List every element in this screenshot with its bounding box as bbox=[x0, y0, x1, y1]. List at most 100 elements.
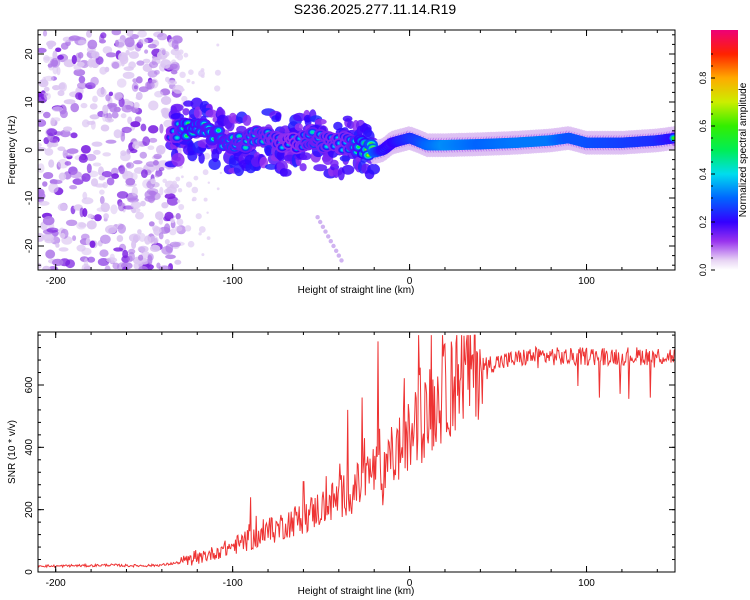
noise-blob bbox=[125, 128, 130, 133]
noise-blob bbox=[323, 229, 328, 234]
noise-blob bbox=[38, 119, 47, 127]
snr-panel: -200 -100 0 100 0 200 400 600 Height of straigh… bbox=[7, 331, 676, 597]
noise-blob bbox=[113, 247, 124, 252]
noise-blob bbox=[216, 43, 220, 47]
noise-blob bbox=[126, 30, 134, 37]
noise-blob bbox=[44, 148, 54, 156]
noise-blob bbox=[120, 113, 127, 119]
noise-blob bbox=[71, 54, 77, 65]
noise-blob bbox=[99, 189, 105, 195]
noise-blob bbox=[133, 102, 140, 109]
noise-blob bbox=[214, 69, 221, 76]
noise-blob bbox=[65, 219, 78, 226]
noise-blob bbox=[111, 61, 120, 69]
spectrogram-y-tick-label: -10 bbox=[24, 190, 35, 205]
noise-blob bbox=[94, 214, 102, 222]
noise-blob bbox=[57, 203, 68, 212]
noise-blob bbox=[320, 224, 326, 229]
noise-blob bbox=[100, 234, 111, 244]
noise-blob bbox=[116, 191, 129, 199]
spectrogram-x-tick-label: 0 bbox=[407, 276, 413, 287]
noise-blob bbox=[109, 253, 115, 262]
noise-blob bbox=[66, 148, 79, 154]
noise-blob bbox=[117, 223, 127, 234]
halo-blob bbox=[299, 163, 307, 172]
noise-blob bbox=[90, 178, 99, 187]
noise-blob bbox=[137, 30, 147, 38]
noise-blob bbox=[105, 52, 117, 58]
halo-blob bbox=[330, 159, 339, 168]
noise-blob bbox=[188, 69, 194, 75]
noise-blob bbox=[38, 47, 47, 54]
noise-blob bbox=[38, 147, 46, 152]
noise-blob bbox=[42, 216, 55, 226]
noise-blob bbox=[63, 126, 73, 132]
noise-blob bbox=[57, 146, 66, 151]
noise-blob bbox=[85, 237, 91, 246]
halo-blob bbox=[299, 152, 312, 161]
noise-blob bbox=[132, 141, 140, 149]
noise-blob bbox=[38, 262, 42, 269]
noise-blob bbox=[68, 35, 81, 41]
noise-blob bbox=[140, 123, 147, 132]
noise-blob bbox=[77, 82, 87, 90]
noise-blob bbox=[201, 253, 205, 257]
noise-blob bbox=[111, 111, 119, 119]
ridge-blob bbox=[175, 136, 179, 139]
ridge-blob bbox=[237, 135, 241, 138]
noise-blob bbox=[118, 164, 126, 175]
noise-blob bbox=[43, 111, 51, 119]
noise-blob bbox=[147, 70, 158, 78]
noise-blob bbox=[89, 114, 100, 120]
noise-blob bbox=[52, 117, 61, 122]
noise-blob bbox=[78, 154, 88, 163]
noise-blob bbox=[128, 233, 141, 243]
ridge-blob bbox=[672, 136, 675, 140]
noise-blob bbox=[62, 149, 68, 159]
noise-blob bbox=[164, 223, 171, 234]
noise-blob bbox=[112, 262, 120, 270]
spectrogram-marks bbox=[38, 30, 675, 270]
spectrogram-y-tick-label: 0 bbox=[24, 147, 35, 153]
noise-blob bbox=[102, 46, 113, 55]
colorbar-label: Normalized spectral amplitude bbox=[738, 82, 749, 217]
noise-blob bbox=[76, 61, 85, 67]
noise-blob bbox=[107, 102, 118, 108]
noise-blob bbox=[139, 151, 147, 159]
noise-blob bbox=[182, 88, 185, 92]
noise-blob bbox=[57, 158, 69, 169]
noise-blob bbox=[214, 85, 221, 92]
noise-blob bbox=[110, 204, 118, 215]
noise-blob bbox=[159, 167, 165, 172]
noise-blob bbox=[178, 49, 184, 55]
halo-blob bbox=[294, 123, 303, 131]
colorbar-tick-label: 0.6 bbox=[698, 120, 708, 133]
noise-blob bbox=[148, 125, 159, 134]
noise-blob bbox=[169, 228, 177, 236]
noise-blob bbox=[81, 173, 91, 182]
noise-blob bbox=[95, 56, 104, 65]
snr-axes: -200 -100 0 100 0 200 400 600 bbox=[24, 332, 675, 589]
noise-blob bbox=[70, 132, 78, 139]
noise-blob bbox=[119, 54, 129, 65]
noise-blob bbox=[153, 153, 162, 160]
halo-blob bbox=[170, 113, 184, 120]
noise-blob bbox=[122, 71, 135, 79]
noise-blob bbox=[121, 255, 130, 263]
noise-blob bbox=[38, 163, 45, 173]
noise-blob bbox=[138, 254, 144, 261]
noise-blob bbox=[102, 152, 111, 157]
snr-y-tick-label: 600 bbox=[24, 376, 35, 393]
noise-blob bbox=[42, 265, 51, 270]
noise-blob bbox=[177, 188, 183, 193]
noise-blob bbox=[200, 68, 205, 72]
noise-blob bbox=[104, 118, 114, 123]
noise-blob bbox=[128, 51, 139, 59]
noise-blob bbox=[198, 226, 206, 233]
noise-blob bbox=[159, 123, 164, 134]
noise-blob bbox=[146, 188, 159, 196]
snr-x-tick-label: -200 bbox=[46, 578, 66, 589]
noise-blob bbox=[144, 235, 152, 245]
